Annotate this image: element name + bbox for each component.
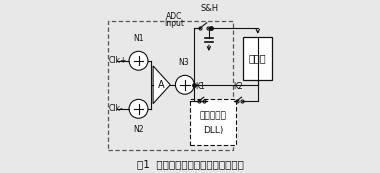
Text: Clk+: Clk+: [108, 56, 127, 65]
Text: Input: Input: [165, 19, 185, 28]
Bar: [190, 98, 236, 145]
Bar: [243, 37, 272, 80]
Text: A: A: [158, 80, 164, 90]
Text: 延迟锁相环: 延迟锁相环: [200, 112, 226, 121]
Text: N3: N3: [179, 58, 189, 67]
Text: 编码器: 编码器: [249, 53, 267, 63]
Text: N1: N1: [133, 34, 144, 43]
Circle shape: [129, 99, 148, 118]
Circle shape: [176, 75, 194, 94]
Polygon shape: [153, 66, 170, 104]
Text: K2: K2: [233, 82, 242, 91]
Text: Clk-: Clk-: [108, 104, 123, 113]
Bar: [108, 21, 233, 150]
Text: S&H: S&H: [201, 4, 219, 13]
Text: N2: N2: [133, 125, 144, 134]
Circle shape: [129, 51, 148, 70]
Text: DLL): DLL): [203, 126, 223, 135]
Text: 图1  时钟占空比稳定电路总体设计图: 图1 时钟占空比稳定电路总体设计图: [136, 160, 244, 170]
Text: ADC: ADC: [166, 12, 183, 21]
Text: K1: K1: [195, 82, 205, 91]
